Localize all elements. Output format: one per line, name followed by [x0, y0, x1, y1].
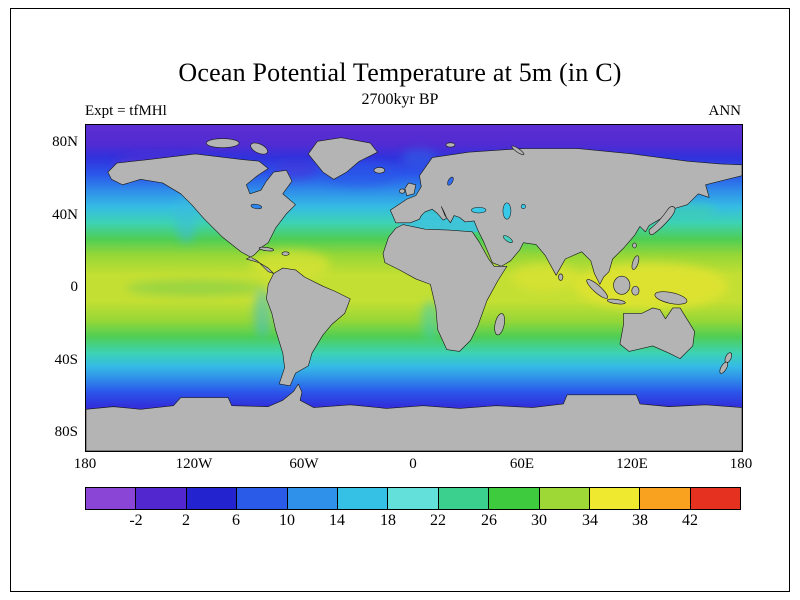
island-arctic-archipelago: [205, 138, 240, 148]
continent-africa: [382, 224, 508, 352]
colorbar-segment: [388, 488, 439, 509]
caspian-sea: [502, 202, 512, 220]
island-baffin: [250, 142, 268, 155]
island-sri-lanka: [558, 273, 564, 281]
continent-south-america: [266, 267, 351, 387]
world-map-svg: [86, 125, 742, 451]
colorbar-segment: [489, 488, 540, 509]
experiment-label: Expt = tfMHl: [85, 103, 167, 119]
colorbar-segment: [186, 488, 238, 509]
continent-eurasia: [389, 148, 742, 285]
island-hispaniola: [281, 251, 290, 256]
island-svalbard: [445, 142, 456, 148]
lon-tick-180e: 180: [729, 456, 753, 472]
season-label: ANN: [708, 103, 742, 119]
colorbar-segment: [136, 488, 187, 509]
island-new-zealand-south: [719, 361, 729, 374]
colorbar-tick-14: 14: [329, 512, 345, 529]
continent-antarctica: [86, 383, 742, 451]
colorbar-tick-34: 34: [582, 512, 598, 529]
lat-tick-40N: 40N: [52, 207, 78, 223]
colorbar-segment: [640, 488, 691, 509]
lon-tick-60w: 60W: [289, 456, 319, 472]
colorbar-tick-10: 10: [279, 512, 295, 529]
lat-tick-40S: 40S: [54, 352, 78, 368]
island-philippines: [631, 255, 640, 270]
figure-subtitle: 2700kyr BP: [361, 91, 439, 108]
island-ireland: [399, 188, 406, 194]
island-cuba: [258, 246, 274, 252]
colorbar-segment: [86, 488, 137, 509]
island-united-kingdom: [404, 182, 417, 196]
island-sulawesi: [631, 285, 640, 296]
colorbar-segment: [237, 488, 288, 509]
island-java: [606, 298, 626, 305]
great-lakes: [250, 203, 263, 210]
colorbar-tick-30: 30: [531, 512, 547, 529]
baltic-sea: [447, 176, 454, 186]
colorbar-segment: [287, 488, 338, 509]
lon-tick-0: 0: [409, 456, 417, 472]
colorbar-tick-18: 18: [380, 512, 396, 529]
island-taiwan: [632, 242, 637, 249]
aral-sea: [520, 204, 526, 209]
colorbar-tick-26: 26: [481, 512, 497, 529]
continent-greenland: [307, 137, 378, 180]
island-japan: [648, 206, 676, 236]
colorbar-segment: [539, 488, 590, 509]
colorbar-tick-42: 42: [682, 512, 698, 529]
colorbar-segment: [438, 488, 490, 509]
colorbar-segment: [690, 488, 741, 509]
figure-frame: [10, 8, 790, 592]
colorbar-tick--2: -2: [129, 512, 143, 529]
lat-tick-80N: 80N: [52, 134, 78, 150]
lon-tick-60e: 60E: [509, 456, 535, 472]
lon-tick-180w: 180: [73, 456, 97, 472]
colorbar: [85, 487, 741, 510]
colorbar-tick-22: 22: [430, 512, 446, 529]
lat-tick-80S: 80S: [54, 424, 78, 440]
colorbar-tick-6: 6: [232, 512, 240, 529]
world-map: [85, 124, 743, 452]
island-novaya-zemlya: [511, 145, 525, 156]
colorbar-tick-38: 38: [632, 512, 648, 529]
continent-australia: [619, 307, 695, 359]
continents: [86, 137, 742, 451]
island-new-guinea: [654, 291, 688, 305]
lon-tick-120w: 120W: [175, 456, 213, 472]
black-sea: [471, 206, 487, 214]
persian-gulf: [502, 235, 513, 243]
colorbar-segment: [589, 488, 641, 509]
island-iceland: [373, 167, 386, 174]
island-madagascar: [494, 313, 505, 336]
figure-title: Ocean Potential Temperature at 5m (in C): [178, 58, 622, 87]
colorbar-tick-2: 2: [182, 512, 190, 529]
lat-tick-0: 0: [70, 279, 79, 295]
colorbar-segment: [337, 488, 389, 509]
inland-seas: [250, 176, 526, 243]
lon-tick-120e: 120E: [616, 456, 648, 472]
island-borneo: [613, 275, 631, 295]
continent-north-america: [107, 153, 296, 274]
island-sumatra: [586, 279, 608, 299]
